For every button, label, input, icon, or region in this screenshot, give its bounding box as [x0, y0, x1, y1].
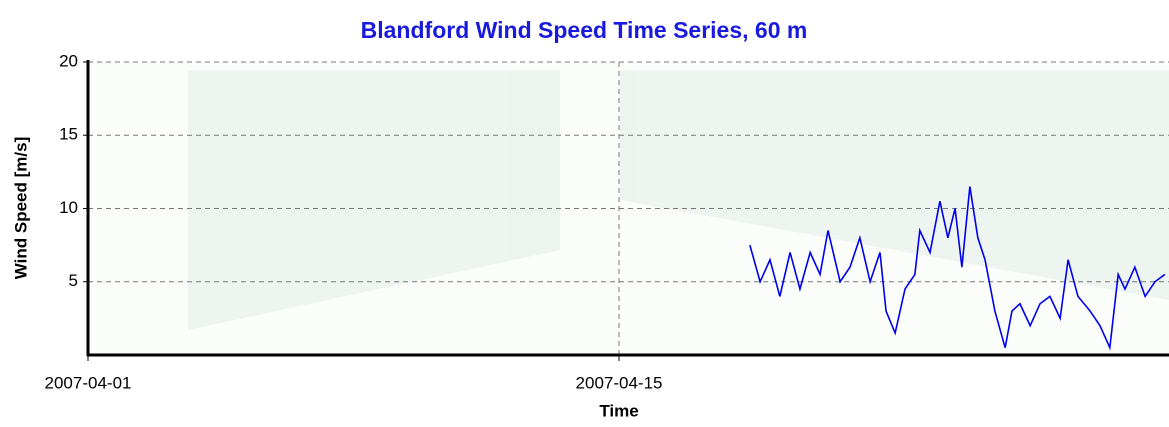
y-tick-label: 15 [59, 125, 78, 144]
chart-title: Blandford Wind Speed Time Series, 60 m [361, 17, 808, 43]
chart: Blandford Wind Speed Time Series, 60 m T… [0, 0, 1169, 427]
y-tick-label: 10 [59, 198, 78, 217]
y-axis-label: Wind Speed [m/s] [11, 137, 30, 279]
y-tick-label: 20 [59, 51, 78, 70]
x-tick-label: 2007-04-01 [45, 373, 132, 392]
x-axis-label: Time [599, 401, 638, 420]
y-tick-label: 5 [69, 271, 78, 290]
x-tick-label: 2007-04-15 [576, 373, 663, 392]
